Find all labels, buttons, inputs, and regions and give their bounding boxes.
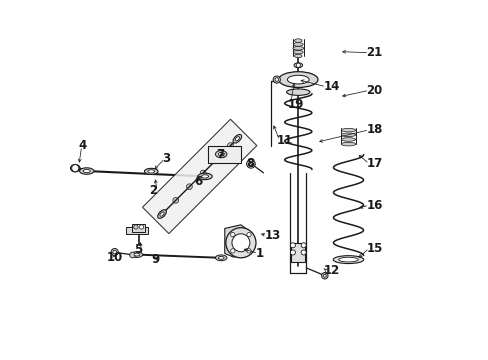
Ellipse shape bbox=[341, 129, 355, 132]
Ellipse shape bbox=[333, 256, 363, 264]
Text: 18: 18 bbox=[366, 123, 382, 136]
Ellipse shape bbox=[198, 173, 212, 180]
Circle shape bbox=[225, 228, 255, 258]
Circle shape bbox=[246, 159, 255, 168]
Text: 7: 7 bbox=[215, 148, 224, 161]
Text: 5: 5 bbox=[134, 243, 142, 256]
Ellipse shape bbox=[287, 75, 308, 84]
Circle shape bbox=[246, 233, 251, 237]
Circle shape bbox=[113, 250, 116, 254]
Text: 8: 8 bbox=[246, 157, 254, 170]
Circle shape bbox=[200, 170, 205, 176]
Ellipse shape bbox=[341, 133, 355, 136]
Text: 21: 21 bbox=[366, 46, 382, 59]
Circle shape bbox=[249, 162, 252, 166]
Ellipse shape bbox=[293, 50, 303, 54]
FancyBboxPatch shape bbox=[208, 145, 241, 163]
FancyBboxPatch shape bbox=[131, 224, 145, 232]
Circle shape bbox=[296, 63, 300, 67]
FancyBboxPatch shape bbox=[126, 226, 147, 234]
Ellipse shape bbox=[144, 168, 158, 175]
Circle shape bbox=[290, 243, 295, 248]
Text: 1: 1 bbox=[255, 247, 263, 260]
Circle shape bbox=[111, 248, 118, 256]
Ellipse shape bbox=[341, 142, 355, 146]
Circle shape bbox=[133, 225, 138, 229]
Ellipse shape bbox=[293, 63, 302, 68]
Text: 14: 14 bbox=[323, 80, 339, 93]
Text: 3: 3 bbox=[162, 152, 170, 165]
Circle shape bbox=[323, 274, 325, 277]
Text: 10: 10 bbox=[106, 251, 122, 264]
Ellipse shape bbox=[201, 175, 208, 178]
Circle shape bbox=[274, 78, 278, 81]
Circle shape bbox=[246, 249, 251, 253]
Text: 11: 11 bbox=[276, 134, 292, 147]
Ellipse shape bbox=[158, 210, 166, 219]
Circle shape bbox=[186, 184, 192, 190]
Ellipse shape bbox=[278, 72, 317, 87]
Ellipse shape bbox=[341, 138, 355, 141]
Circle shape bbox=[159, 211, 164, 217]
Ellipse shape bbox=[218, 256, 224, 259]
Circle shape bbox=[231, 234, 249, 252]
Ellipse shape bbox=[131, 252, 142, 257]
Text: 20: 20 bbox=[366, 84, 382, 97]
Circle shape bbox=[129, 252, 135, 258]
Text: 9: 9 bbox=[151, 253, 159, 266]
Text: 12: 12 bbox=[323, 264, 339, 277]
Ellipse shape bbox=[134, 253, 140, 256]
Ellipse shape bbox=[294, 39, 302, 42]
Ellipse shape bbox=[294, 54, 302, 58]
Ellipse shape bbox=[215, 255, 226, 261]
Ellipse shape bbox=[338, 257, 358, 262]
Circle shape bbox=[301, 250, 305, 255]
Ellipse shape bbox=[83, 170, 90, 173]
Circle shape bbox=[72, 165, 79, 172]
Ellipse shape bbox=[70, 165, 80, 172]
Text: 2: 2 bbox=[149, 184, 157, 197]
Ellipse shape bbox=[233, 134, 241, 143]
Ellipse shape bbox=[147, 170, 154, 173]
Text: 16: 16 bbox=[366, 199, 382, 212]
Ellipse shape bbox=[286, 89, 309, 95]
Circle shape bbox=[230, 233, 234, 237]
Ellipse shape bbox=[80, 168, 94, 174]
Ellipse shape bbox=[293, 42, 303, 46]
Ellipse shape bbox=[218, 152, 224, 156]
Ellipse shape bbox=[235, 136, 239, 141]
Circle shape bbox=[139, 225, 143, 229]
Circle shape bbox=[321, 273, 327, 279]
Ellipse shape bbox=[292, 46, 303, 50]
Ellipse shape bbox=[160, 212, 164, 216]
Circle shape bbox=[301, 243, 305, 248]
Circle shape bbox=[230, 249, 234, 253]
Ellipse shape bbox=[215, 150, 226, 158]
Text: 6: 6 bbox=[194, 175, 202, 188]
Bar bbox=[142, 119, 256, 234]
Text: 13: 13 bbox=[264, 229, 280, 242]
Polygon shape bbox=[224, 225, 253, 257]
Circle shape bbox=[213, 157, 219, 162]
Text: 15: 15 bbox=[366, 242, 382, 255]
Circle shape bbox=[273, 76, 280, 83]
Text: 19: 19 bbox=[287, 98, 303, 111]
Text: 17: 17 bbox=[366, 157, 382, 170]
Circle shape bbox=[227, 143, 233, 148]
Circle shape bbox=[172, 198, 178, 203]
Circle shape bbox=[290, 250, 295, 255]
FancyBboxPatch shape bbox=[290, 243, 305, 262]
Text: 4: 4 bbox=[79, 139, 87, 152]
